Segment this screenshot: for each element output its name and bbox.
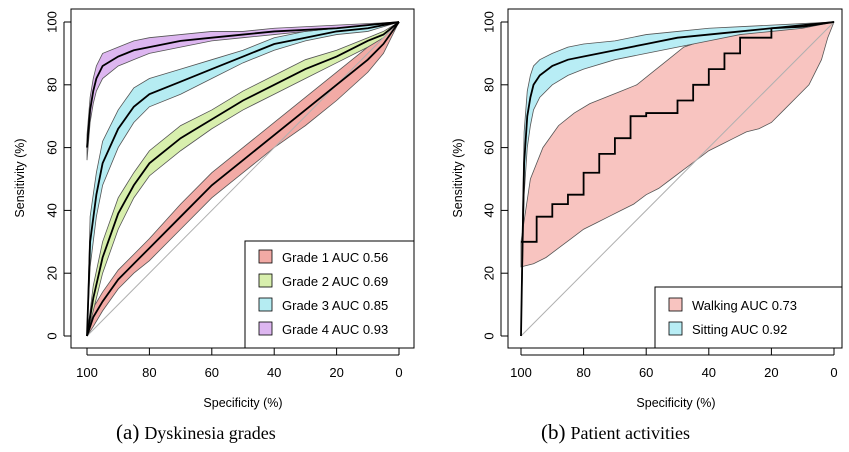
y-tick-label: 20 xyxy=(44,266,59,280)
confidence-band-1 xyxy=(520,21,835,268)
x-tick-label: 20 xyxy=(329,365,343,380)
panel-b-patient-activities: 100 80 60 40 20 0 0 20 40 60 80 100 Specificity (%… xyxy=(451,8,843,410)
y-tick-label: 60 xyxy=(44,140,59,154)
y-tick-label: 100 xyxy=(481,11,496,33)
roc-curve-3 xyxy=(86,21,400,337)
legend-swatch xyxy=(258,321,273,336)
x-tick-label: 40 xyxy=(702,365,716,380)
legend-label: Grade 4 AUC 0.93 xyxy=(282,322,388,337)
y-tick-label: 80 xyxy=(481,78,496,92)
x-tick-label: 100 xyxy=(76,365,98,380)
legend-box xyxy=(654,286,843,349)
roc-curve-1 xyxy=(86,21,400,337)
x-tick-label: 0 xyxy=(395,365,402,380)
legend-box xyxy=(244,240,415,349)
y-tick-label: 60 xyxy=(481,140,496,154)
legend-swatch xyxy=(668,321,683,336)
panel-a-plot-frame xyxy=(70,8,415,349)
x-tick-label: 0 xyxy=(830,365,837,380)
y-tick-label: 40 xyxy=(481,203,496,217)
panel-b-roc-lines xyxy=(520,21,835,337)
y-tick-label: 100 xyxy=(44,11,59,33)
panel-b-caption-text: Patient activities xyxy=(570,423,690,443)
legend-label: Sitting AUC 0.92 xyxy=(692,322,787,337)
x-tick-label: 80 xyxy=(576,365,590,380)
legend-swatch xyxy=(668,297,683,312)
legend-label: Walking AUC 0.73 xyxy=(692,298,797,313)
panel-a-y-axis-title: Sensitivity (%) xyxy=(13,138,27,217)
reference-diagonal-line xyxy=(520,21,835,337)
legend-swatch xyxy=(258,273,273,288)
legend-label: Grade 3 AUC 0.85 xyxy=(282,298,388,313)
y-tick-label: 20 xyxy=(481,266,496,280)
x-tick-label: 80 xyxy=(142,365,156,380)
x-tick-label: 40 xyxy=(267,365,281,380)
panel-a-roc-lines xyxy=(86,21,400,337)
panel-a-dyskinesia-grades: 100 80 60 40 20 0 0 20 40 60 80 100 Specificity (%… xyxy=(13,8,415,410)
panel-b-x-ticks: 100 80 60 40 20 0 xyxy=(510,348,838,380)
panel-b-y-axis-title: Sensitivity (%) xyxy=(451,138,465,217)
y-tick-label: 40 xyxy=(44,203,59,217)
legend-swatch xyxy=(258,297,273,312)
panel-a-caption-label: (a) xyxy=(116,420,140,444)
y-tick-label: 0 xyxy=(481,332,496,339)
panel-b-caption-label: (b) xyxy=(541,420,566,444)
y-tick-label: 0 xyxy=(44,332,59,339)
roc-curve-1 xyxy=(521,21,835,243)
roc-curve-4 xyxy=(86,21,400,148)
panel-a-x-axis-title: Specificity (%) xyxy=(203,396,282,410)
panel-b-legend: Walking AUC 0.73 Sitting AUC 0.92 xyxy=(654,286,843,349)
y-tick-label: 80 xyxy=(44,78,59,92)
panel-b-x-axis-title: Specificity (%) xyxy=(636,396,715,410)
x-tick-label: 60 xyxy=(639,365,653,380)
panel-a-legend: Grade 1 AUC 0.56 Grade 2 AUC 0.69 Grade 3 … xyxy=(244,240,415,349)
x-tick-label: 60 xyxy=(205,365,219,380)
panel-a-x-ticks: 100 80 60 40 20 0 xyxy=(76,348,403,380)
x-tick-label: 100 xyxy=(510,365,532,380)
panel-a-caption: (a) Dyskinesia grades xyxy=(116,420,276,445)
legend-label: Grade 1 AUC 0.56 xyxy=(282,250,388,265)
roc-curve-2 xyxy=(86,21,400,337)
panel-a-caption-text: Dyskinesia grades xyxy=(144,423,276,443)
reference-diagonal-line xyxy=(86,21,400,337)
panel-b-caption: (b) Patient activities xyxy=(541,420,690,445)
panel-a-y-ticks: 0 20 40 60 80 100 xyxy=(44,11,71,340)
panel-b-y-ticks: 0 20 40 60 80 100 xyxy=(481,11,508,340)
roc-curve-2 xyxy=(520,21,835,337)
x-tick-label: 20 xyxy=(764,365,778,380)
legend-swatch xyxy=(258,249,273,264)
legend-label: Grade 2 AUC 0.69 xyxy=(282,274,388,289)
